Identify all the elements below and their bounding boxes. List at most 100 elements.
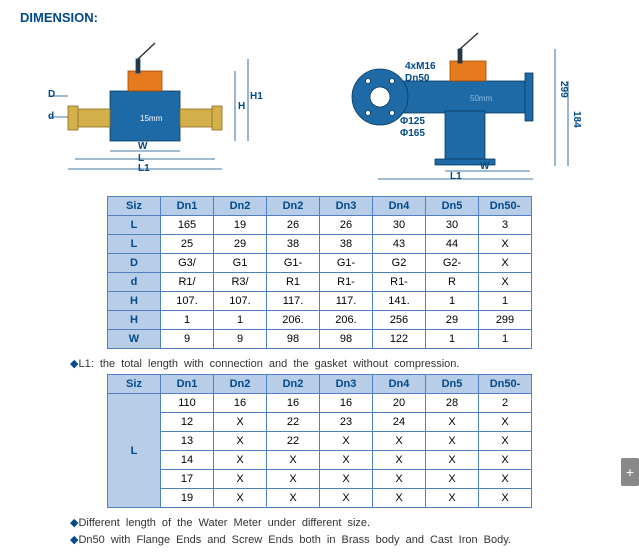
table-cell: 16 [214,394,267,413]
table-header: Siz [108,197,161,216]
table-cell: X [479,489,532,508]
table-cell: 1 [161,311,214,330]
table-cell: 38 [320,235,373,254]
table-cell: X [267,451,320,470]
table-cell: X [479,254,532,273]
note-dn50: ◆Dn50 with Flange Ends and Screw Ends bo… [70,533,569,546]
table-cell: R1- [320,273,373,292]
table-header: Dn2 [267,197,320,216]
table-cell: 25 [161,235,214,254]
table-header: Dn2 [267,375,320,394]
table-cell: 28 [426,394,479,413]
table-cell: X [426,451,479,470]
table-cell: 19 [161,489,214,508]
table-header: Dn5 [426,375,479,394]
table-cell: X [214,489,267,508]
table-cell: R1 [267,273,320,292]
table-cell: 17 [161,470,214,489]
label-H: H [238,101,245,112]
table-cell: X [214,432,267,451]
label-phi2: Φ165 [400,128,425,139]
table-header: Dn5 [426,197,479,216]
table-header: Dn2 [214,197,267,216]
table-cell: 117. [320,292,373,311]
table-header: Dn3 [320,197,373,216]
table-cell: 16 [320,394,373,413]
label-dn: Dn50 [405,73,429,84]
table-header: Dn3 [320,375,373,394]
table-cell: X [373,432,426,451]
table-cell: 1 [214,311,267,330]
table-cell: 26 [267,216,320,235]
table-cell: 22 [267,432,320,451]
table-cell: X [320,489,373,508]
label-H1: H1 [250,91,263,102]
table-cell: 98 [267,330,320,349]
table-cell: G3/ [161,254,214,273]
table-cell: 26 [320,216,373,235]
table-cell: 38 [267,235,320,254]
table-header: Dn4 [373,197,426,216]
row-label: D [108,254,161,273]
table-cell: 13 [161,432,214,451]
row-label: L [108,235,161,254]
table-header: Dn50- [479,375,532,394]
row-label: H [108,311,161,330]
table-cell: 16 [267,394,320,413]
table-cell: 12 [161,413,214,432]
diagram-left: 15mm D d W L L1 H H1 [20,41,270,181]
table-cell: 14 [161,451,214,470]
table-cell: 24 [373,413,426,432]
table-cell: X [267,489,320,508]
table-cell: 122 [373,330,426,349]
table-cell: X [479,413,532,432]
next-button[interactable]: + [621,458,639,486]
table-cell: 2 [479,394,532,413]
table-cell: X [479,273,532,292]
table-cell: 107. [161,292,214,311]
table-cell: X [267,470,320,489]
label-phi1: Φ125 [400,116,425,127]
table-cell: 44 [426,235,479,254]
diag2-size: 50mm [470,94,493,103]
label-184: 184 [571,111,582,128]
note-l1: ◆L1: the total length with connection an… [70,357,569,370]
table-cell: X [479,470,532,489]
row-label: L [108,216,161,235]
table-cell: X [214,413,267,432]
table-cell: 98 [320,330,373,349]
diag1-size: 15mm [140,114,163,123]
table-cell: X [320,470,373,489]
table-cell: 9 [161,330,214,349]
table-cell: X [426,489,479,508]
table-cell: 43 [373,235,426,254]
table-cell: R [426,273,479,292]
table-cell: 29 [214,235,267,254]
table-cell: 22 [267,413,320,432]
diagram-right: 50mm 4xM16 Dn50 Φ125 Φ165 W L1 299 184 [300,31,600,181]
table-cell: G1 [214,254,267,273]
dimension-table-1: SizDn1Dn2Dn2Dn3Dn4Dn5Dn50- L165192626303… [107,196,532,349]
table-header: Dn50- [479,197,532,216]
row-label: H [108,292,161,311]
table-cell: R1/ [161,273,214,292]
table-header: Dn2 [214,375,267,394]
table-cell: X [373,470,426,489]
table-cell: 299 [479,311,532,330]
table-cell: 141. [373,292,426,311]
table-cell: 20 [373,394,426,413]
table-cell: 30 [373,216,426,235]
table-cell: G1- [267,254,320,273]
table-header: Siz [108,375,161,394]
table-cell: X [320,432,373,451]
table-cell: R3/ [214,273,267,292]
table-cell: G2 [373,254,426,273]
note-different: ◆Different length of the Water Meter und… [70,516,569,529]
table-cell: X [426,413,479,432]
row-label: W [108,330,161,349]
table-cell: G1- [320,254,373,273]
table-cell: 23 [320,413,373,432]
row-label: d [108,273,161,292]
label-W: W [138,141,147,152]
section-title: DIMENSION: [20,10,619,25]
